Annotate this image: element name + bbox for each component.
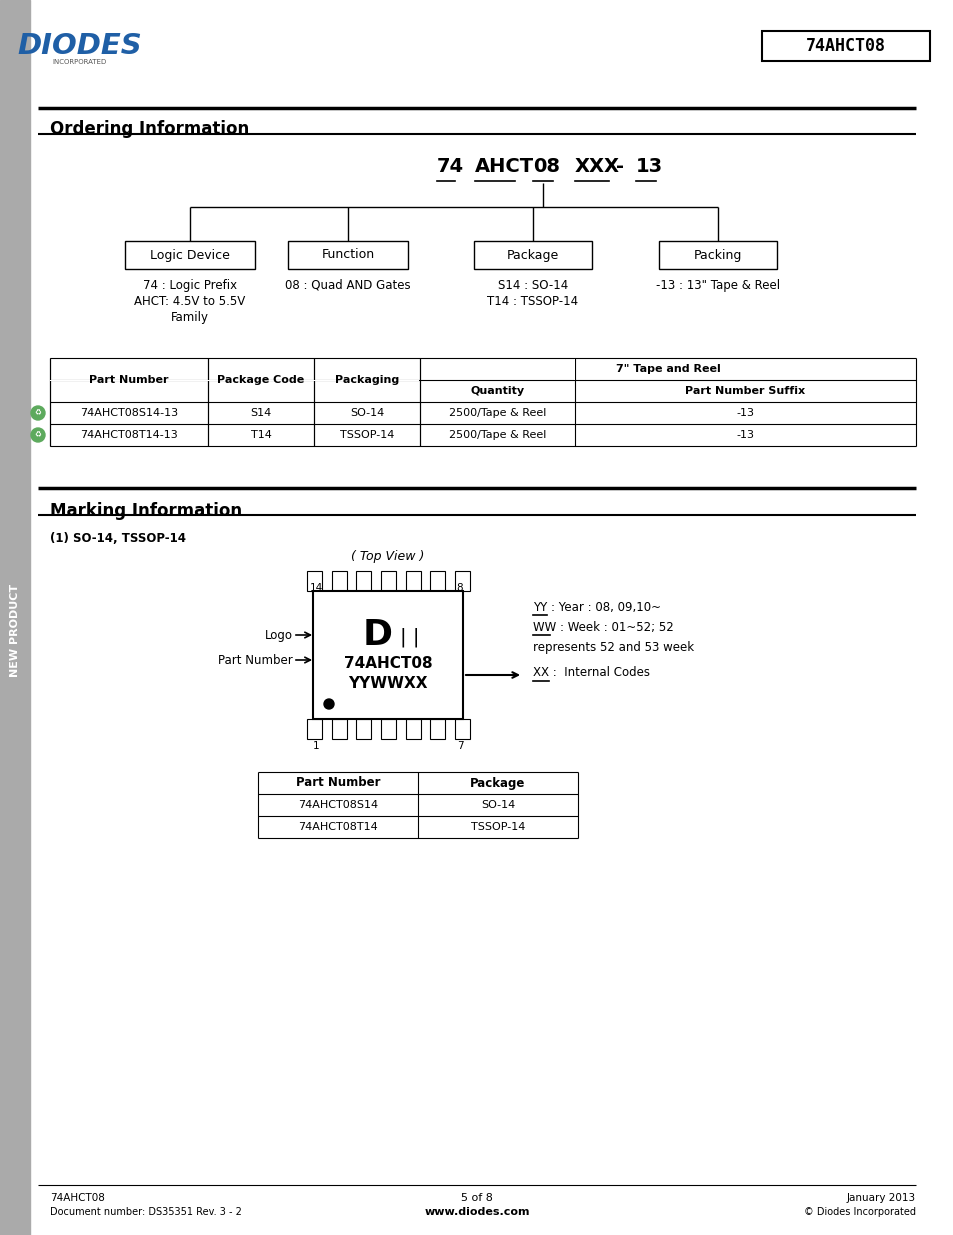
- Text: NEW PRODUCT: NEW PRODUCT: [10, 583, 20, 677]
- Text: Quantity: Quantity: [470, 387, 524, 396]
- Text: Part Number: Part Number: [295, 777, 380, 789]
- Text: DIODES: DIODES: [17, 32, 142, 61]
- Text: Packaging: Packaging: [335, 375, 398, 385]
- Bar: [474, 241, 592, 269]
- Text: TSSOP-14: TSSOP-14: [471, 823, 525, 832]
- Text: represents 52 and 53 week: represents 52 and 53 week: [533, 641, 694, 653]
- Bar: [288, 241, 408, 269]
- Text: www.diodes.com: www.diodes.com: [424, 1207, 529, 1216]
- Text: 14: 14: [309, 583, 322, 593]
- Bar: [356, 571, 371, 592]
- Text: Part Number Suffix: Part Number Suffix: [684, 387, 804, 396]
- Circle shape: [30, 406, 45, 420]
- Text: Part Number: Part Number: [218, 653, 293, 667]
- Text: -13: -13: [736, 430, 754, 440]
- Text: 2500/Tape & Reel: 2500/Tape & Reel: [448, 408, 546, 417]
- Bar: [380, 719, 395, 739]
- Text: 74 : Logic Prefix: 74 : Logic Prefix: [143, 279, 236, 291]
- Text: 8: 8: [456, 583, 463, 593]
- Text: -13 : 13" Tape & Reel: -13 : 13" Tape & Reel: [656, 279, 780, 291]
- Text: 2500/Tape & Reel: 2500/Tape & Reel: [448, 430, 546, 440]
- Text: January 2013: January 2013: [846, 1193, 915, 1203]
- Bar: [455, 719, 470, 739]
- Text: -13: -13: [736, 408, 754, 417]
- Text: 74AHCT08T14-13: 74AHCT08T14-13: [80, 430, 177, 440]
- Text: Packing: Packing: [693, 248, 741, 262]
- Text: XXX: XXX: [575, 157, 619, 177]
- Text: Logo: Logo: [265, 629, 293, 641]
- Text: 7" Tape and Reel: 7" Tape and Reel: [615, 364, 720, 374]
- Text: YY : Year : 08, 09,10~: YY : Year : 08, 09,10~: [533, 600, 660, 614]
- Bar: [332, 719, 346, 739]
- Text: 13: 13: [636, 157, 662, 177]
- Bar: [455, 571, 470, 592]
- Text: INCORPORATED: INCORPORATED: [52, 59, 107, 65]
- Text: 1: 1: [313, 741, 319, 751]
- Text: -: -: [616, 157, 623, 177]
- Text: Family: Family: [171, 311, 209, 324]
- Bar: [405, 719, 420, 739]
- Circle shape: [324, 699, 334, 709]
- Bar: [430, 719, 445, 739]
- Text: AHCT: 4.5V to 5.5V: AHCT: 4.5V to 5.5V: [134, 295, 245, 308]
- Bar: [574, 358, 575, 379]
- Bar: [659, 241, 776, 269]
- Circle shape: [30, 429, 45, 442]
- Text: ( Top View ): ( Top View ): [351, 550, 424, 563]
- Bar: [307, 571, 322, 592]
- Text: 74: 74: [436, 157, 464, 177]
- Text: T14 : TSSOP-14: T14 : TSSOP-14: [487, 295, 578, 308]
- Text: 7: 7: [456, 741, 463, 751]
- Text: YYWWXX: YYWWXX: [348, 676, 427, 690]
- Text: 74AHCT08: 74AHCT08: [343, 656, 432, 671]
- Text: SO-14: SO-14: [350, 408, 384, 417]
- Text: Part Number: Part Number: [90, 375, 169, 385]
- Text: WW : Week : 01~52; 52: WW : Week : 01~52; 52: [533, 620, 673, 634]
- Text: 08: 08: [533, 157, 559, 177]
- Text: Ordering Information: Ordering Information: [50, 120, 249, 138]
- Text: T14: T14: [251, 430, 272, 440]
- Text: Logic Device: Logic Device: [150, 248, 230, 262]
- Text: 74AHCT08S14: 74AHCT08S14: [297, 800, 377, 810]
- Text: Package: Package: [506, 248, 558, 262]
- Text: ♻: ♻: [34, 409, 41, 417]
- Bar: [405, 571, 420, 592]
- Text: | |: | |: [400, 627, 419, 647]
- Text: Package Code: Package Code: [217, 375, 304, 385]
- Bar: [307, 719, 322, 739]
- Text: SO-14: SO-14: [480, 800, 515, 810]
- Bar: [125, 241, 254, 269]
- Text: Function: Function: [321, 248, 375, 262]
- Bar: [380, 571, 395, 592]
- Text: S14: S14: [250, 408, 272, 417]
- Text: © Diodes Incorporated: © Diodes Incorporated: [803, 1207, 915, 1216]
- Text: ♻: ♻: [34, 431, 41, 440]
- Text: TSSOP-14: TSSOP-14: [339, 430, 394, 440]
- Text: Marking Information: Marking Information: [50, 501, 242, 520]
- Bar: [356, 719, 371, 739]
- Text: Document number: DS35351 Rev. 3 - 2: Document number: DS35351 Rev. 3 - 2: [50, 1207, 242, 1216]
- Text: 5 of 8: 5 of 8: [460, 1193, 493, 1203]
- Text: (1) SO-14, TSSOP-14: (1) SO-14, TSSOP-14: [50, 532, 186, 545]
- Bar: [430, 571, 445, 592]
- Text: 74AHCT08: 74AHCT08: [50, 1193, 105, 1203]
- Bar: [313, 592, 462, 719]
- Text: D: D: [363, 618, 393, 652]
- Text: S14 : SO-14: S14 : SO-14: [497, 279, 568, 291]
- Bar: [761, 31, 929, 61]
- Bar: [0, 0, 30, 1235]
- Text: 74AHCT08: 74AHCT08: [805, 37, 885, 56]
- Text: 08 : Quad AND Gates: 08 : Quad AND Gates: [285, 279, 411, 291]
- Text: 74AHCT08S14-13: 74AHCT08S14-13: [80, 408, 178, 417]
- Text: Package: Package: [470, 777, 525, 789]
- Text: XX :  Internal Codes: XX : Internal Codes: [533, 667, 649, 679]
- Bar: [332, 571, 346, 592]
- Text: AHCT: AHCT: [475, 157, 534, 177]
- Text: 74AHCT08T14: 74AHCT08T14: [297, 823, 377, 832]
